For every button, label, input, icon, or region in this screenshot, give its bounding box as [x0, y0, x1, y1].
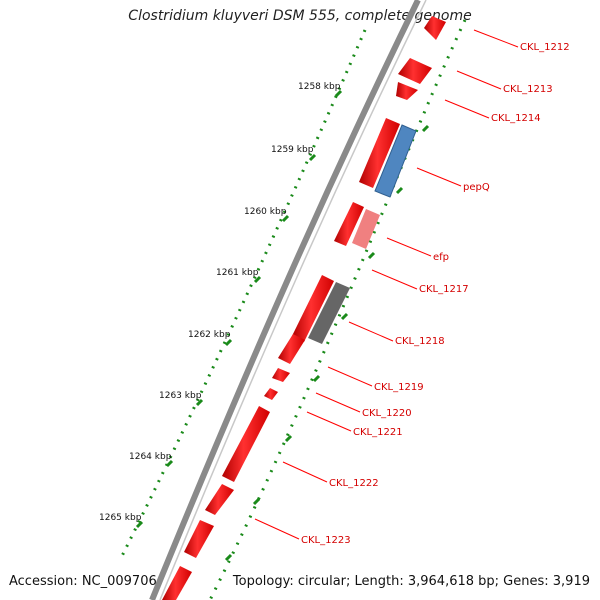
- inner-dotted-track: [208, 19, 467, 600]
- gene-label: CKL_1218: [395, 336, 445, 347]
- tick-mark: [135, 520, 144, 529]
- leader-line: [456, 70, 502, 90]
- gene-arrow: [272, 368, 290, 382]
- gene-label: CKL_1223: [301, 535, 351, 546]
- gene-label: CKL_1220: [362, 408, 412, 419]
- tick-label: 1259 kbp: [271, 145, 314, 155]
- leader-line: [254, 518, 300, 540]
- gene-arrow: [424, 16, 446, 40]
- tick-mark: [195, 398, 204, 407]
- leader-line: [315, 392, 361, 413]
- gene-labels: CKL_1212 CKL_1213 CKL_1214 pepQ efp CKL_…: [301, 42, 570, 546]
- pepq-gene-arrow: [374, 124, 417, 198]
- gene-label: CKL_1222: [329, 478, 379, 489]
- gene-arrow: [334, 202, 364, 246]
- reverse-strand-genes: [308, 124, 417, 344]
- leader-line: [327, 366, 373, 387]
- gene-arrow: [264, 388, 278, 400]
- inner-tick: [421, 124, 430, 133]
- leader-line: [282, 461, 328, 483]
- gene-arrow: [398, 58, 432, 84]
- tick-mark: [334, 89, 343, 98]
- tick-marks: [135, 89, 343, 529]
- ckl1218-gene-arrow: [308, 282, 350, 344]
- inner-tick: [252, 497, 261, 506]
- tick-label: 1264 kbp: [129, 452, 172, 462]
- inner-tick: [284, 434, 293, 443]
- gene-label: CKL_1217: [419, 284, 469, 295]
- leader-line: [473, 29, 519, 48]
- leader-line: [416, 167, 462, 187]
- inner-tick: [312, 374, 321, 383]
- accession-text: Accession: NC_009706: [9, 574, 157, 589]
- genome-backbone-inner: [159, 0, 427, 600]
- forward-strand-genes: [162, 16, 446, 600]
- tick-label: 1260 kbp: [244, 207, 287, 217]
- tick-mark: [224, 338, 233, 347]
- tick-label: 1258 kbp: [298, 82, 341, 92]
- tick-mark: [308, 153, 317, 162]
- tick-labels: 1258 kbp 1259 kbp 1260 kbp 1261 kbp 1262…: [99, 82, 341, 523]
- tick-label: 1265 kbp: [99, 513, 142, 523]
- leader-line: [444, 99, 490, 119]
- tick-mark: [253, 275, 262, 284]
- inner-tick: [395, 186, 404, 195]
- gene-label: CKL_1214: [491, 113, 541, 124]
- map-title: Clostridium kluyveri DSM 555, complete g…: [128, 8, 472, 24]
- gene-arrow: [162, 566, 192, 600]
- leader-line: [348, 321, 394, 342]
- gene-label: CKL_1213: [503, 84, 553, 95]
- gene-label: efp: [433, 252, 449, 263]
- gene-arrow: [359, 118, 400, 188]
- label-leaders: [254, 29, 519, 540]
- gene-arrow: [278, 334, 305, 364]
- genome-backbone: [149, 0, 421, 600]
- inner-tick: [340, 312, 349, 321]
- gene-arrow: [292, 275, 334, 342]
- inner-tick: [224, 553, 233, 562]
- gene-arrow: [184, 520, 214, 558]
- tick-label: 1261 kbp: [216, 268, 259, 278]
- inner-tick: [367, 251, 376, 260]
- gene-label: pepQ: [463, 182, 490, 193]
- inner-track-ticks: [224, 124, 430, 562]
- tick-label: 1262 kbp: [188, 330, 231, 340]
- gene-arrow: [396, 82, 418, 100]
- gene-arrow: [205, 484, 234, 515]
- efp-gene-arrow: [352, 209, 380, 249]
- topology-text: Topology: circular; Length: 3,964,618 bp…: [232, 574, 590, 589]
- gene-label: CKL_1221: [353, 427, 403, 438]
- gene-arrow: [222, 406, 270, 482]
- gene-label: CKL_1212: [520, 42, 570, 53]
- tick-label: 1263 kbp: [159, 391, 202, 401]
- tick-mark: [165, 459, 174, 468]
- gene-label: CKL_1219: [374, 382, 424, 393]
- leader-line: [371, 269, 418, 290]
- leader-line: [386, 237, 432, 257]
- tick-mark: [281, 214, 290, 223]
- leader-line: [306, 411, 352, 432]
